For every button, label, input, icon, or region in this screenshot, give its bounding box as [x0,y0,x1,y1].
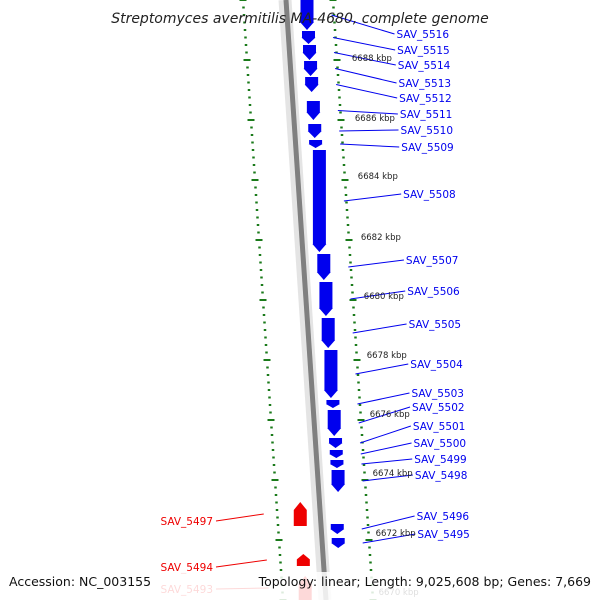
forward-gene-arrow [321,318,335,348]
gene-leader-line [336,84,398,99]
gene-features [293,0,346,600]
gene-label: SAV_5515 [397,45,450,57]
forward-gene-arrow [312,150,326,252]
kbp-label: 6678 kbp [367,351,407,361]
backbone-line [283,0,329,600]
forward-gene-arrow [317,254,331,280]
gene-leader-line [362,474,413,482]
gene-leader-line [332,37,396,51]
forward-gene-arrow [331,470,345,492]
gene-label: SAV_5514 [398,60,451,72]
gene-leader-line [361,458,413,465]
gene-leader-line [362,533,416,544]
gene-label: SAV_5498 [415,470,468,482]
forward-gene-arrowhead [301,37,316,44]
forward-gene-arrowhead [312,244,327,252]
gene-leader-line [215,559,267,568]
gene-label: SAV_5511 [400,109,453,121]
forward-gene-arrowhead [308,144,323,148]
kbp-label: 6674 kbp [373,469,413,479]
gene-label: SAV_5507 [406,255,459,267]
gene-label: SAV_5501 [413,421,466,433]
gene-label: SAV_5494 [160,562,213,574]
gene-leader-line [348,259,404,268]
gene-leader-line [331,14,395,35]
forward-gene-arrowhead [331,543,346,548]
footer-background [0,572,600,600]
gene-label: SAV_5512 [399,93,452,105]
gene-label: SAV_5495 [417,529,470,541]
forward-gene-arrowhead [329,464,344,468]
forward-gene-arrowhead [307,131,322,138]
gene-leader-line [340,143,400,148]
forward-gene-arrowhead [321,340,336,348]
gene-label: SAV_5503 [411,388,464,400]
gene-leader-line [358,406,411,424]
forward-gene-arrowhead [304,84,319,92]
kbp-label: 6672 kbp [376,529,416,539]
gene-label: SAV_5505 [409,319,462,331]
forward-gene-arrowhead [327,428,342,436]
gene-leader-line [333,52,396,66]
forward-gene-arrowhead [328,443,343,448]
accession-text: Accession: NC_003155 [9,574,151,589]
gene-label: SAV_5502 [412,402,465,414]
reverse-gene-arrow [296,554,310,566]
forward-gene-arrowhead [318,308,333,316]
forward-gene-arrowhead [300,22,314,30]
gene-leader-line [357,392,410,405]
forward-gene-arrow [300,0,314,30]
forward-gene-arrowhead [323,390,338,398]
forward-gene-arrowhead [325,404,340,408]
kbp-label: 6682 kbp [361,233,401,243]
gene-label: SAV_5513 [399,78,452,90]
forward-gene-arrowhead [316,272,331,280]
forward-gene-arrowhead [306,112,321,120]
gene-leader-line [339,129,399,132]
gene-label: SAV_5504 [410,359,463,371]
kbp-label: 6676 kbp [370,410,410,420]
forward-gene-arrow [327,410,341,436]
gene-leader-line [343,193,402,202]
forward-gene-arrowhead [329,454,344,458]
kbp-label: 6684 kbp [358,172,398,182]
gene-leader-line [215,513,264,522]
map-title: Streptomyces avermitilis MA-4680, comple… [111,11,489,27]
gene-leader-line [337,110,398,115]
gene-label: SAV_5506 [407,286,460,298]
genome-summary-text: Topology: linear; Length: 9,025,608 bp; … [258,574,591,589]
gene-label: SAV_5509 [401,142,454,154]
kbp-label: 6680 kbp [364,292,404,302]
gene-leader-line [359,425,411,444]
forward-gene-arrow [319,282,333,316]
gene-label: SAV_5500 [414,438,467,450]
forward-gene-arrowhead [330,529,345,534]
kbp-label: 6688 kbp [352,54,392,64]
gene-label: SAV_5497 [160,516,213,528]
gene-leader-line [352,323,407,334]
forward-gene-arrowhead [303,68,318,76]
forward-gene-arrowhead [302,52,317,60]
gene-leader-line [360,442,412,455]
gene-label: SAV_5499 [414,454,467,466]
gene-label: SAV_5496 [417,511,470,523]
gene-label: SAV_5508 [403,189,456,201]
forward-gene-arrow [324,350,338,398]
gene-leader-line [355,363,409,375]
kbp-label: 6686 kbp [355,114,395,124]
gene-leader-line [350,290,406,300]
gene-label: SAV_5516 [397,29,450,41]
tick-marks [239,0,377,600]
forward-gene-arrowhead [331,484,346,492]
genome-backbone [278,0,332,600]
gene-label: SAV_5510 [401,125,454,137]
gene-leader-line [334,68,397,84]
forward-gene-arrow [306,101,320,120]
gene-leader-line [361,515,415,530]
reverse-gene-arrow [293,502,307,526]
